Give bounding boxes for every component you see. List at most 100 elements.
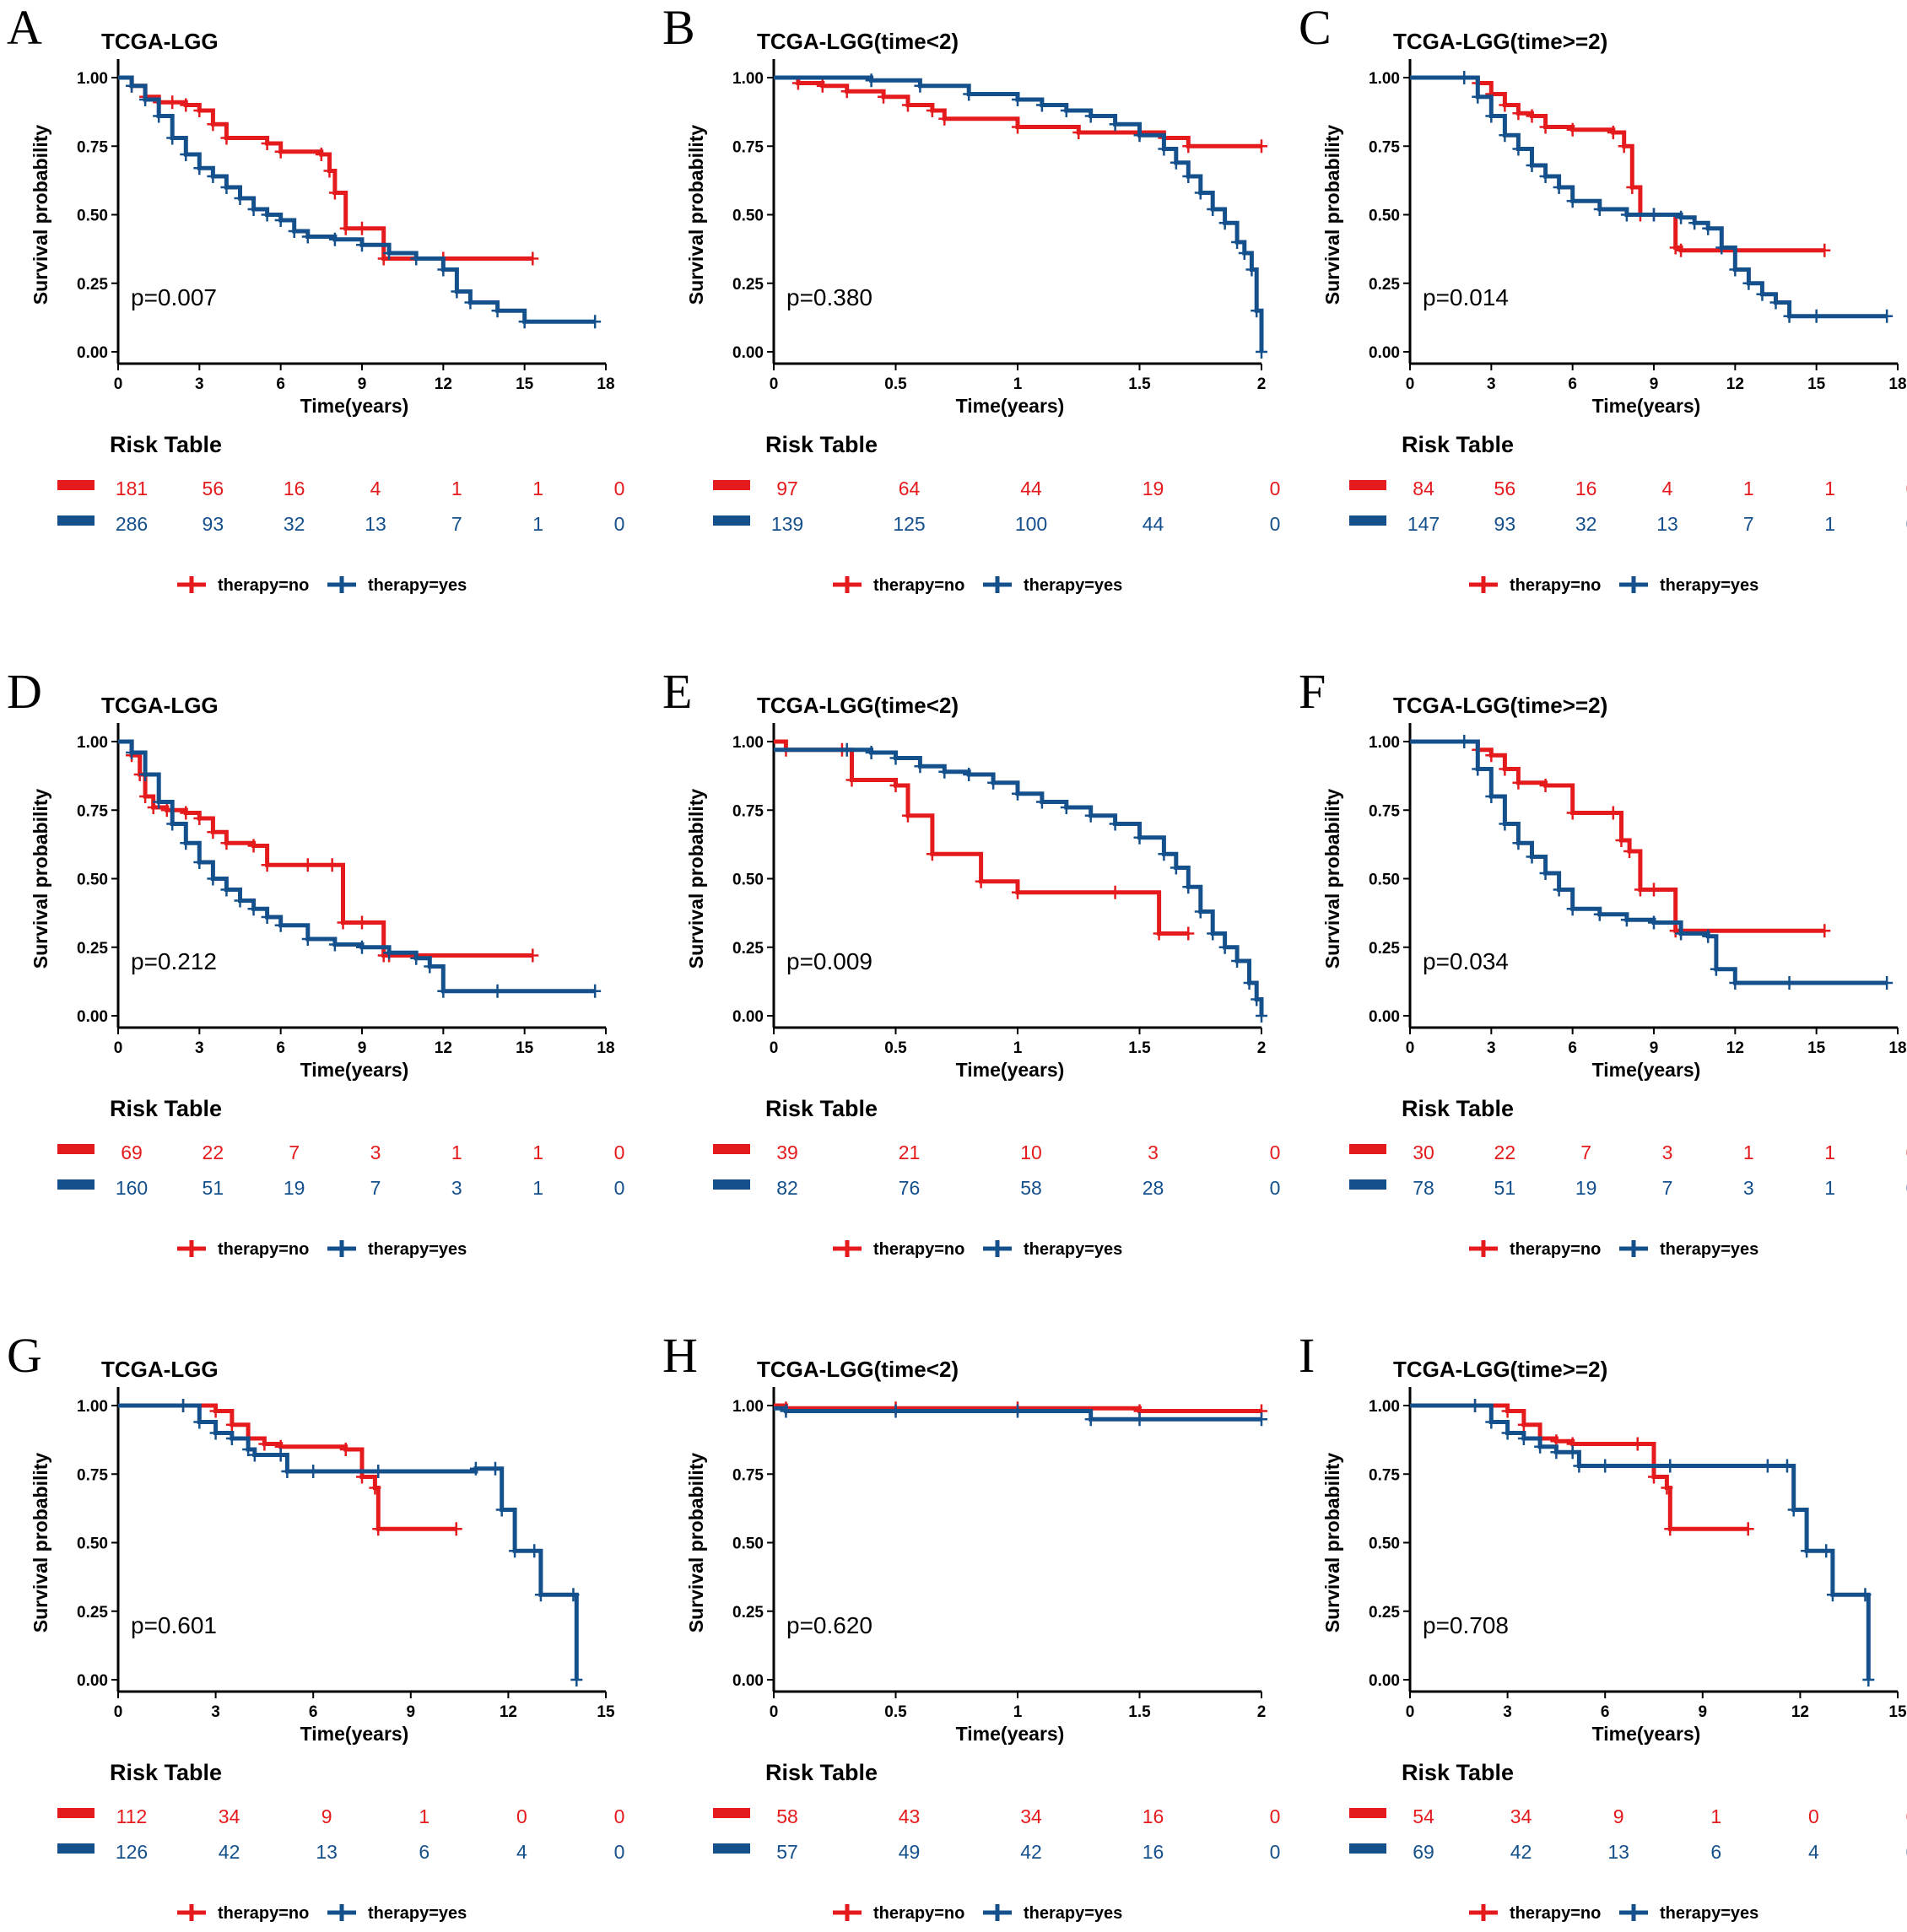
- legend-key-yes: [327, 1904, 356, 1921]
- censor-mark-no: [901, 808, 914, 823]
- y-tick-label: 0.00: [732, 1672, 764, 1690]
- x-tick-label: 18: [597, 375, 614, 393]
- legend-key-yes: [1619, 576, 1648, 593]
- x-tick-label: 1.5: [1128, 1039, 1151, 1057]
- x-tick-label: 0: [1406, 1703, 1415, 1721]
- legend-key-no: [1469, 1240, 1498, 1257]
- panel-h: H TCGA-LGG(time<2)0.000.250.500.751.000 0.…: [662, 1328, 1280, 1923]
- censor-mark-yes: [153, 109, 165, 123]
- panel-a: A TCGA-LGG 0.00 0.25 0.50 0.75 1.00 0 3 6 9 12 15 18 T…: [7, 0, 624, 595]
- risk-count-no: 10: [1020, 1141, 1042, 1163]
- x-tick-label: 2: [1257, 1039, 1267, 1057]
- censor-mark-yes: [1526, 850, 1538, 864]
- risk-count-no: 4: [1662, 478, 1673, 499]
- censor-mark-yes: [1194, 904, 1207, 919]
- censor-mark-yes: [247, 202, 260, 216]
- censor-mark-yes: [489, 1461, 501, 1476]
- censor-mark-yes: [1109, 117, 1121, 132]
- censor-mark-yes: [1218, 940, 1231, 954]
- censor-mark-no: [247, 839, 260, 853]
- censor-mark-no: [356, 915, 368, 930]
- legend-key-no: [177, 576, 206, 593]
- censor-mark-yes: [914, 759, 926, 774]
- x-tick-label: 1: [1013, 375, 1023, 393]
- y-tick-label: 0.75: [77, 1466, 108, 1484]
- censor-mark-yes: [1859, 1588, 1872, 1602]
- risk-count-yes: 19: [1575, 1177, 1597, 1199]
- censor-mark-yes: [274, 918, 287, 932]
- x-tick-label: 12: [1726, 375, 1744, 393]
- x-tick-label: 12: [500, 1703, 517, 1721]
- censor-mark-no: [1669, 240, 1682, 255]
- legend-label-yes: therapy=yes: [1660, 1904, 1758, 1923]
- survival-curve-no: [774, 739, 1189, 936]
- censor-mark-yes: [1526, 159, 1538, 172]
- censor-mark-yes: [126, 78, 138, 93]
- risk-count-yes: 126: [116, 1841, 148, 1863]
- y-tick-label: 0.00: [77, 1008, 108, 1026]
- censor-mark-yes: [1620, 913, 1633, 927]
- censor-mark-no: [527, 948, 539, 963]
- censor-mark-no: [369, 1481, 381, 1495]
- risk-count-no: 3: [1662, 1141, 1673, 1163]
- legend-label-no: therapy=no: [1510, 1904, 1601, 1923]
- censor-mark-no: [926, 847, 938, 861]
- censor-mark-no: [180, 98, 192, 112]
- censor-mark-yes: [1133, 830, 1146, 845]
- censor-mark-yes: [1620, 208, 1633, 222]
- plot-title: TCGA-LGG(time<2): [757, 693, 959, 718]
- risk-count-no: 34: [219, 1805, 240, 1827]
- legend-key-yes: [327, 576, 356, 593]
- risk-count-no: 112: [116, 1805, 148, 1827]
- legend-key-no: [1469, 576, 1498, 593]
- x-tick-label: 15: [516, 1039, 534, 1057]
- risk-count-no: 0: [614, 478, 625, 499]
- censor-mark-yes: [1133, 1412, 1146, 1427]
- risk-count-yes: 1: [1824, 1177, 1835, 1199]
- legend-label-no: therapy=no: [873, 576, 964, 595]
- censor-mark-yes: [1170, 155, 1182, 170]
- survival-curve-no: [1410, 75, 1825, 253]
- y-tick-label: 0.00: [1369, 1672, 1400, 1690]
- censor-mark-yes: [1485, 109, 1498, 123]
- censor-mark-yes: [1593, 907, 1606, 921]
- censor-mark-no: [356, 221, 368, 235]
- censor-mark-yes: [437, 984, 450, 998]
- risk-count-yes: 69: [1413, 1841, 1434, 1863]
- censor-mark-yes: [1218, 216, 1231, 230]
- x-tick-label: 15: [1807, 1039, 1826, 1057]
- plot-title: TCGA-LGG(time>=2): [1393, 693, 1607, 718]
- censor-mark-yes: [1761, 1459, 1774, 1473]
- p-value: p=0.014: [1423, 284, 1509, 310]
- risk-count-no: 9: [321, 1805, 332, 1827]
- censor-mark-no: [1499, 762, 1511, 776]
- panel-letter: G: [7, 1328, 42, 1383]
- y-axis-label: Survival probability: [685, 125, 707, 305]
- x-tick-label: 0: [114, 1039, 123, 1057]
- legend-key-yes: [1619, 1904, 1648, 1921]
- x-tick-label: 1: [1013, 1703, 1023, 1721]
- censor-mark-no: [1607, 806, 1619, 820]
- censor-mark-yes: [207, 170, 219, 183]
- risk-strata-bar-no: [57, 1808, 95, 1818]
- risk-count-yes: 13: [1607, 1841, 1629, 1863]
- censor-mark-yes: [1881, 976, 1893, 990]
- censor-mark-yes: [372, 1465, 385, 1478]
- censor-mark-yes: [301, 932, 314, 946]
- x-tick-label: 15: [1888, 1703, 1907, 1721]
- x-tick-label: 15: [597, 1703, 615, 1721]
- censor-mark-no: [1072, 126, 1085, 139]
- censor-mark-yes: [1729, 976, 1742, 990]
- legend-label-no: therapy=no: [1510, 576, 1601, 595]
- risk-count-no: 1: [1743, 1141, 1754, 1163]
- y-tick-label: 0.25: [77, 1604, 108, 1622]
- risk-count-no: 3: [370, 1141, 381, 1163]
- y-tick-label: 0.50: [732, 872, 764, 889]
- censor-mark-yes: [1820, 1544, 1833, 1558]
- risk-count-yes: 7: [1662, 1177, 1673, 1199]
- censor-mark-yes: [1729, 262, 1742, 277]
- risk-count-no: 9: [1613, 1805, 1624, 1827]
- censor-mark-yes: [410, 251, 423, 266]
- censor-mark-no: [193, 812, 206, 825]
- x-axis-label: Time(years): [956, 1059, 1065, 1081]
